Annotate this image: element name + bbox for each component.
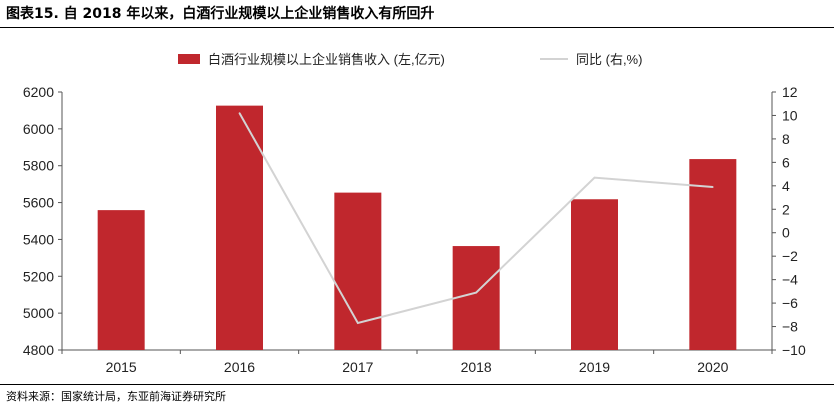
left-tick-label: 4800 (23, 342, 54, 358)
x-tick-label: 2018 (461, 359, 492, 375)
yoy-point-2018 (475, 291, 477, 294)
yoy-point-2017 (357, 322, 359, 324)
left-tick-label: 5800 (23, 158, 54, 174)
title-rule (0, 27, 834, 28)
right-tick-label: −6 (782, 295, 798, 311)
x-tick-label: 2017 (342, 359, 373, 375)
legend-label-line: 同比 (右,%) (576, 52, 642, 67)
x-tick-label: 2019 (579, 359, 610, 375)
legend-label-bar: 白酒行业规模以上企业销售收入 (左,亿元) (208, 52, 445, 67)
yoy-point-2016 (238, 112, 241, 114)
bar-2016 (216, 105, 263, 350)
bars (97, 105, 737, 350)
right-tick-label: −4 (782, 272, 798, 288)
bar-2020 (689, 159, 737, 350)
yoy-point-2020 (712, 186, 714, 188)
bar-2015 (97, 210, 145, 350)
right-tick-label: 6 (782, 154, 790, 170)
right-tick-label: −8 (782, 319, 798, 335)
yoy-point-2019 (593, 176, 596, 179)
left-tick-label: 6200 (23, 84, 54, 100)
legend: 白酒行业规模以上企业销售收入 (左,亿元) 同比 (右,%) (178, 52, 642, 67)
left-tick-label: 5400 (23, 231, 54, 247)
chart: 白酒行业规模以上企业销售收入 (左,亿元) 同比 (右,%) 4800 5000 52… (23, 52, 806, 375)
right-tick-label: 8 (782, 131, 790, 147)
figure-title: 图表15. 自 2018 年以来，白酒行业规模以上企业销售收入有所回升 (6, 6, 435, 22)
bar-2018 (452, 246, 500, 350)
legend-swatch-bar (178, 54, 200, 64)
right-tick-label: −2 (782, 248, 798, 264)
x-tick-label: 2015 (106, 359, 137, 375)
left-tick-label: 5600 (23, 195, 54, 211)
x-tick-label: 2020 (697, 359, 728, 375)
right-tick-label: 10 (782, 107, 798, 123)
right-tick-label: −10 (782, 342, 806, 358)
left-tick-label: 6000 (23, 121, 54, 137)
left-tick-label: 5000 (23, 305, 54, 321)
left-tick-label: 5200 (23, 268, 54, 284)
source-rule (0, 384, 834, 385)
right-tick-label: 0 (782, 225, 790, 241)
x-tick-label: 2016 (224, 359, 255, 375)
right-tick-label: 12 (782, 84, 798, 100)
right-tick-label: 4 (782, 178, 790, 194)
yoy-line (238, 112, 714, 325)
yoy-line-path (238, 112, 713, 325)
axes: 4800 5000 5200 5400 5600 5800 6000 6200 −10 −8 −6 −… (23, 84, 806, 375)
source-note: 资料来源：国家统计局，东亚前海证券研究所 (6, 390, 226, 403)
bar-2017 (334, 192, 382, 350)
bar-2019 (571, 199, 618, 350)
right-tick-label: 2 (782, 201, 790, 217)
